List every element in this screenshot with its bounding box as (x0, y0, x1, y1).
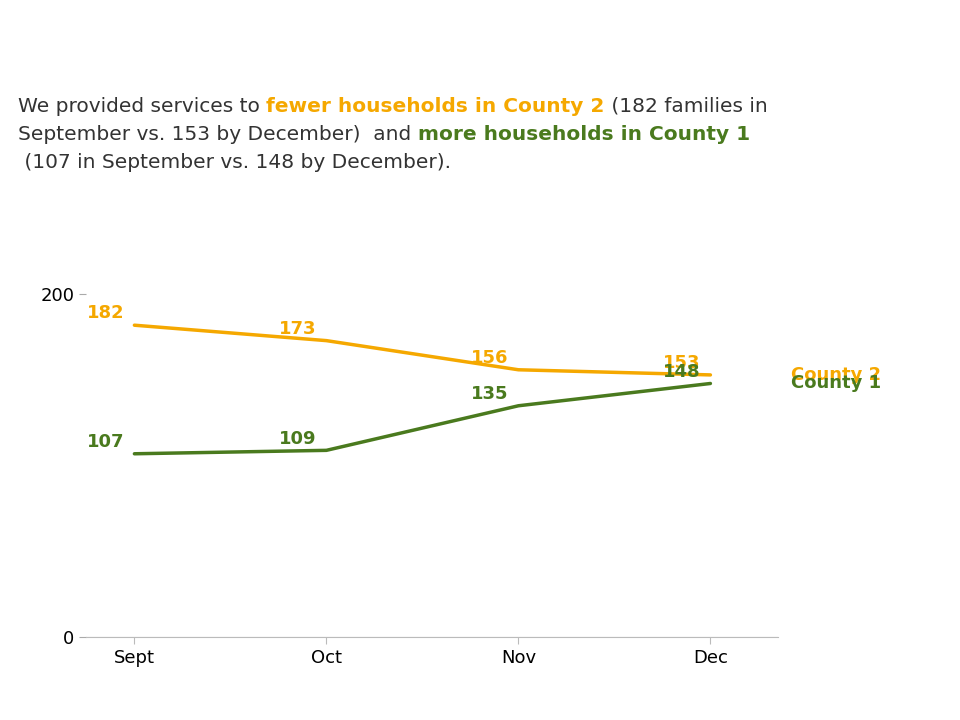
Text: Ann K. Emery: Ann K. Emery (12, 695, 115, 709)
Text: 182: 182 (87, 305, 125, 323)
Text: County 1: County 1 (791, 374, 881, 392)
Text: Households served: Households served (17, 24, 524, 69)
Text: 148: 148 (663, 363, 701, 381)
Text: We provided services to: We provided services to (18, 97, 266, 116)
Text: September vs. 153 by December)  and: September vs. 153 by December) and (18, 125, 418, 144)
Text: (107 in September vs. 148 by December).: (107 in September vs. 148 by December). (18, 153, 451, 172)
Text: 109: 109 (279, 430, 317, 448)
Text: 173: 173 (279, 320, 317, 338)
Text: fewer households in County 2: fewer households in County 2 (266, 97, 605, 116)
Text: www.annkemery.com: www.annkemery.com (785, 695, 948, 709)
Text: more households in County 1: more households in County 1 (418, 125, 750, 144)
Text: (182 families in: (182 families in (605, 97, 767, 116)
Text: 135: 135 (471, 385, 509, 403)
Text: County 2: County 2 (791, 366, 881, 384)
Text: 156: 156 (471, 349, 509, 367)
Text: 107: 107 (87, 433, 125, 451)
Text: 153: 153 (663, 354, 701, 372)
